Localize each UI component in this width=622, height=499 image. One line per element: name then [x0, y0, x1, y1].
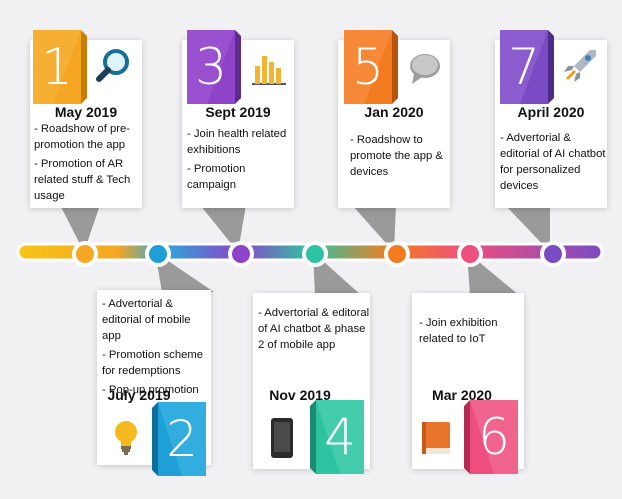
milestone-list-1: - Roadshow of pre-promotion the app - Pr…: [34, 121, 142, 207]
number-7: 7: [508, 38, 540, 96]
connector-2: [155, 252, 214, 292]
milestone-item: - Promotion scheme for redemptions: [102, 349, 204, 377]
milestone-date-3: Sept 2019: [205, 104, 271, 120]
number-5: 5: [352, 38, 384, 96]
number-1: 1: [41, 38, 73, 96]
number-badge-1: 1: [33, 30, 87, 104]
connector-1: [60, 205, 100, 252]
timeline-dot-4: [302, 241, 328, 267]
milestone-list-3: - Join health related exhibitions - Prom…: [187, 126, 291, 196]
rocket-icon: [560, 46, 600, 86]
timeline-dot-6: [457, 241, 483, 267]
milestone-date-5: Jan 2020: [364, 104, 424, 120]
smartphone-icon: [266, 416, 306, 458]
timeline-dot-7: [540, 241, 566, 267]
timeline-dot-2: [145, 241, 171, 267]
timeline-dot-3: [228, 241, 254, 267]
milestone-item: - Join exhibition related to IoT: [419, 317, 498, 345]
book-icon: [418, 418, 458, 458]
number-badge-3: 3: [187, 30, 241, 104]
milestone-date-4: Nov 2019: [269, 387, 331, 403]
number-2: 2: [166, 410, 198, 468]
milestone-date-1: May 2019: [54, 104, 118, 120]
milestone-item: - Advertorial & editorial of mobile app: [102, 298, 191, 342]
connector-5: [352, 205, 396, 252]
milestone-item: - Roadshow of pre-promotion the app: [34, 123, 131, 151]
milestone-date-2: July 2019: [107, 387, 171, 403]
connector-4: [313, 252, 362, 296]
milestone-date-7: April 2020: [517, 104, 585, 120]
milestone-list-7: - Advertorial & editorial of AI chatbot …: [500, 130, 610, 197]
number-badge-7: 7: [500, 30, 554, 104]
milestone-item: - Promotion campaign: [187, 163, 246, 191]
speech-bubble-icon: [404, 48, 444, 88]
number-badge-4: 4: [310, 400, 364, 474]
lightbulb-icon: [108, 418, 148, 458]
magnifier-icon: [94, 45, 134, 85]
timeline-dot-1: [72, 241, 98, 267]
connector-3: [200, 205, 246, 252]
milestone-item: - Promotion of AR related stuff & Tech u…: [34, 158, 131, 202]
number-badge-5: 5: [344, 30, 398, 104]
milestone-list-5: - Roadshow to promote the app & devices: [350, 132, 448, 183]
connector-7: [505, 205, 550, 252]
milestone-list-2: - Advertorial & editorial of mobile app …: [102, 296, 212, 401]
number-4: 4: [324, 408, 356, 466]
number-3: 3: [195, 38, 227, 96]
milestone-list-6: - Join exhibition related to IoT: [419, 315, 525, 350]
milestone-item: - Join health related exhibitions: [187, 128, 287, 156]
milestone-item: - Roadshow to promote the app & devices: [350, 134, 443, 178]
milestone-item: - Advertorial & editorial of AI chatbot …: [500, 132, 606, 192]
milestone-item: - Pop-up promotion: [102, 384, 199, 396]
timeline-dot-5: [384, 241, 410, 267]
number-badge-6: 6: [464, 400, 518, 474]
milestone-item: - Advertorial & editoral of AI chatbot &…: [258, 307, 370, 351]
milestone-list-4: - Advertorial & editoral of AI chatbot &…: [258, 305, 370, 356]
bar-chart-icon: [249, 48, 289, 88]
connector-6: [467, 252, 520, 296]
number-6: 6: [478, 408, 510, 466]
number-badge-2: 2: [152, 402, 206, 476]
milestone-date-6: Mar 2020: [432, 387, 492, 403]
